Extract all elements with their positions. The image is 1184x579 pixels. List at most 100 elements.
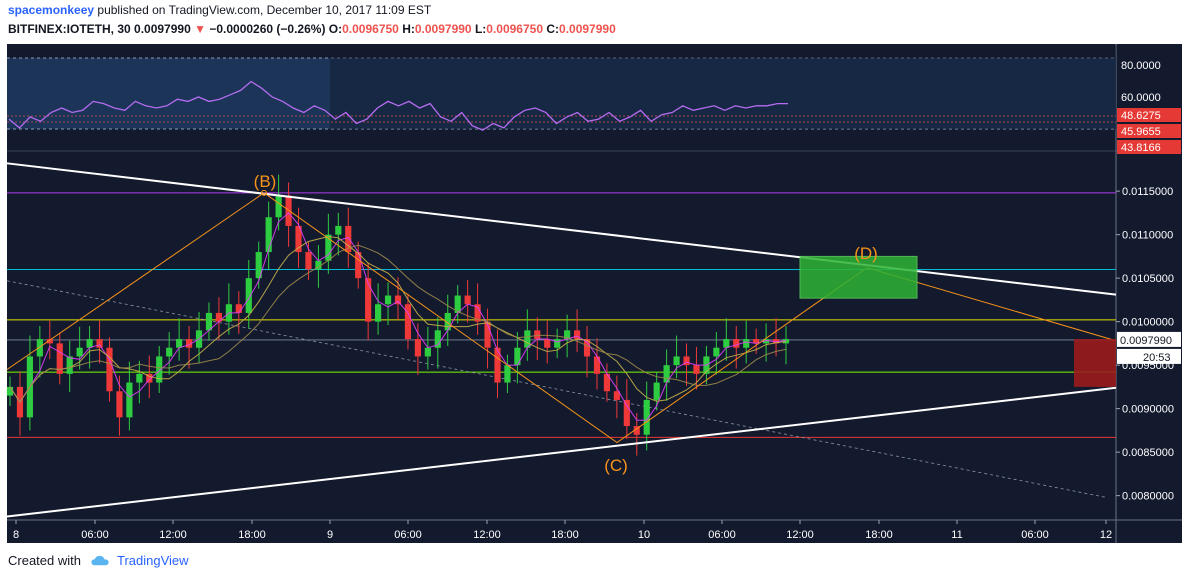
rsi-line [8,80,788,131]
last-price: 0.0097990 [134,22,191,36]
moving-average-1 [9,235,787,404]
candle-body [494,347,501,383]
candle-body [683,356,690,366]
open-value: 0.0096750 [342,22,399,36]
candle-body [166,347,173,357]
candle-body [673,356,680,366]
candle-body [315,260,322,270]
upper-trendline [6,162,1117,296]
price-axis-background [1116,44,1182,520]
price-tick-label: 0.0085000 [1122,447,1174,459]
candle-body [633,426,640,435]
candle-body [96,339,103,348]
candle-body [723,339,730,348]
candle-body [593,356,601,374]
candle-body [772,339,780,344]
candle-body [524,330,531,348]
time-tick-label: 18:00 [238,529,266,541]
time-tick-label: 9 [327,529,333,541]
label-d: (D) [854,244,878,263]
candle-body [245,278,252,313]
footer: Created with TradingView [8,553,189,568]
rsi-tag-bg-3 [1117,124,1181,138]
candle-body [554,339,561,348]
candle-body [275,195,282,218]
candle-body [56,343,63,374]
candle-body [156,356,163,383]
candle-body [36,339,43,357]
rsi-tag-bg-4 [1117,140,1181,154]
time-axis-background [7,520,1182,543]
close-value: 0.0097990 [559,22,616,36]
dashed-trendline [6,280,1107,498]
rsi-tick-label: 45.9655 [1121,126,1161,138]
candle-body [146,373,153,383]
time-tick-label: 8 [13,529,19,541]
time-tick-label: 18:00 [865,529,893,541]
countdown-tag: 20:53 [1143,352,1171,364]
candle-body [713,347,720,357]
candle-body [404,304,412,340]
candle-body [753,339,760,344]
price-change: −0.0000260 (−0.26%) [209,22,326,36]
candle-body [86,339,93,348]
candle-body [424,347,431,357]
time-tick-label: 06:00 [81,529,109,541]
candle-body [255,252,262,279]
stop-red-box [1074,339,1116,387]
price-tick-label: 0.0115000 [1122,186,1173,198]
candle-body [384,295,392,305]
tradingview-cloud-icon [91,555,109,565]
candle-body [454,295,461,313]
time-tick-label: 12:00 [786,529,814,541]
time-tick-label: 12:00 [473,529,501,541]
candle-body [474,304,481,322]
candle-body [305,252,312,270]
candle-body [514,347,521,366]
candle-body [653,382,660,400]
candle-body [136,373,143,383]
moving-average-0 [9,212,787,421]
price-tick-label: 0.0080000 [1122,491,1174,503]
publish-header: spacemonkeey published on TradingView.co… [8,3,431,17]
candle-body [534,330,541,340]
candle-body [504,365,511,383]
candle-body [365,278,372,322]
rsi-tick-label: 60.0000 [1121,92,1161,104]
candle-body [464,295,471,305]
rsi-tick-label: 48.6275 [1121,110,1161,122]
candle-body [394,295,402,305]
price-tick-label: 0.0100000 [1122,317,1174,329]
candle-body [205,312,213,331]
author-link[interactable]: spacemonkeey [8,3,95,17]
tradingview-link[interactable]: TradingView [116,553,189,568]
candle-body [345,225,352,253]
symbol-name: BITFINEX:IOTETH, 30 [8,22,131,36]
low-value: 0.0096750 [486,22,544,36]
candle-body [613,391,620,400]
candle-body [693,365,700,374]
last-price-tag: 0.0097990 [1120,335,1172,347]
price-tick-label: 0.0090000 [1122,404,1174,416]
candle-body [215,312,223,322]
candle-body [573,330,581,340]
candle-body [176,339,183,348]
candle-body [484,321,491,348]
candle-body [325,234,332,261]
candle-body [265,217,272,253]
candle-body [663,365,670,383]
target-green-box [799,255,918,299]
candle-body [235,304,242,313]
candle-body [335,225,342,235]
created-with-text: Created with [8,553,81,568]
last-price-tag-bg [1117,331,1181,347]
rsi-tick-label: 43.8166 [1121,142,1161,154]
candle-body [116,391,123,418]
countdown-tag-bg [1117,348,1181,364]
candle-body [743,339,750,348]
low-label: L: [474,22,487,36]
time-tick-label: 18:00 [551,529,579,541]
candle-body [355,252,362,279]
candle-body [643,399,650,435]
